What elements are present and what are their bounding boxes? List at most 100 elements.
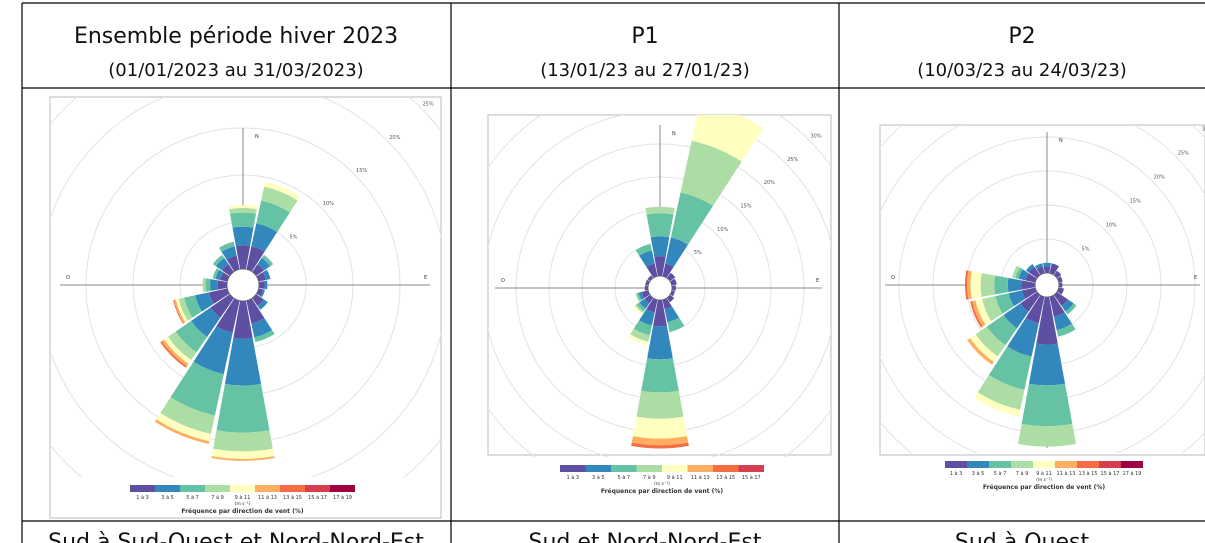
petal-segment: [1057, 287, 1065, 295]
legend-label: 15 à 17: [742, 474, 761, 481]
legend-label: 7 à 9: [643, 474, 656, 481]
petal-segment: [184, 295, 202, 318]
petal-segment: [638, 291, 645, 300]
petal-segment: [220, 272, 230, 282]
compass-label: N: [672, 131, 676, 137]
legend-label: 11 à 13: [258, 494, 277, 501]
legend-label: 13 à 15: [283, 494, 302, 501]
petal-segment: [1034, 263, 1044, 270]
petal-segment: [175, 320, 208, 353]
ring-label: 10%: [1106, 222, 1117, 228]
legend-label: 13 à 15: [716, 474, 735, 481]
petal-segment: [647, 325, 673, 360]
legend-label: 5 à 7: [617, 474, 630, 481]
column-title: Ensemble période hiver 2023: [74, 24, 398, 49]
petal-segment: [1056, 323, 1076, 337]
legend-label: 3 à 5: [161, 494, 174, 501]
petal-segment: [666, 272, 676, 282]
ring-label: 20%: [1154, 174, 1165, 180]
petal-segment: [229, 207, 257, 214]
legend-label: 5 à 7: [186, 494, 199, 501]
petal-segment: [211, 456, 275, 461]
petal-segment: [1058, 282, 1063, 288]
legend-title: Fréquence par direction de vent (%): [181, 508, 304, 515]
petal-segment: [164, 336, 192, 364]
ring-label: 5%: [1082, 246, 1090, 252]
petal-segment: [1017, 423, 1077, 447]
ring-label: 25%: [787, 157, 798, 163]
legend-label: 9 à 11: [1036, 470, 1052, 477]
ring-label: 10%: [323, 201, 334, 207]
legend-label: 1 à 3: [566, 474, 579, 481]
center-hole: [226, 268, 260, 302]
petal-segment: [1028, 266, 1041, 279]
legend-unit: (m s⁻¹): [235, 501, 251, 507]
petal-segment: [160, 397, 215, 434]
legend-swatch: [155, 485, 180, 492]
petal-segment: [980, 273, 996, 297]
petal-segment: [261, 254, 274, 267]
petal-segment: [161, 339, 189, 367]
petal-segment: [195, 292, 214, 312]
petal-segment: [633, 320, 652, 336]
petal-segment: [154, 419, 210, 444]
petal-segment: [662, 298, 672, 310]
legend-swatch: [255, 485, 280, 492]
legend-swatch: [1121, 461, 1143, 468]
ring-label: 25%: [1178, 150, 1189, 156]
ring-label: 10%: [717, 227, 728, 233]
petal-segment: [967, 270, 972, 300]
petal-segment: [264, 280, 268, 290]
petal-segment: [1025, 272, 1037, 283]
petal-segment: [964, 270, 969, 300]
petal-segment: [257, 257, 271, 271]
petal-segment: [650, 236, 670, 257]
petal-segment: [653, 299, 667, 327]
ring-label: 30%: [1202, 126, 1205, 132]
legend-label: 17 à 19: [333, 494, 352, 501]
petal-segment: [636, 292, 642, 301]
petal-segment: [1007, 277, 1022, 293]
legend-label: 11 à 13: [691, 474, 710, 481]
petal-segment: [229, 212, 257, 228]
petal-segment: [246, 298, 265, 324]
petal-segment: [970, 334, 998, 362]
legend-label: 1 à 3: [136, 494, 149, 501]
ring-label: 5%: [290, 234, 298, 240]
petal-segment: [1061, 299, 1074, 312]
petal-segment: [1003, 303, 1029, 329]
column-title: P1: [631, 24, 658, 49]
petal-segment: [264, 182, 301, 201]
petal-segment: [175, 298, 188, 323]
petal-segment: [251, 318, 273, 338]
petal-segment: [1025, 295, 1045, 324]
legend-swatch: [989, 461, 1011, 468]
legend-label: 7 à 9: [1016, 470, 1029, 477]
legend-swatch: [230, 485, 255, 492]
petal-segment: [222, 264, 234, 276]
petal-segment: [667, 317, 685, 332]
legend-title: Fréquence par direction de vent (%): [983, 484, 1106, 491]
petal-segment: [212, 254, 225, 267]
petal-segment: [174, 299, 186, 324]
ring-label: 25%: [422, 102, 433, 108]
wind-rose: 5%10%15%20%25%NESO: [50, 97, 441, 477]
legend-swatch: [280, 485, 305, 492]
legend-title: Fréquence par direction de vent (%): [601, 488, 724, 495]
petal-segment: [216, 383, 270, 433]
petal-segment: [967, 338, 994, 365]
petal-segment: [1043, 266, 1051, 274]
petal-segment: [246, 246, 265, 272]
petal-segment: [261, 186, 298, 213]
petal-segment: [252, 264, 264, 276]
petal-segment: [631, 442, 689, 449]
petal-segment: [635, 244, 652, 256]
dominant-wind: Sud et Nord-Nord-Est: [529, 530, 762, 543]
petal-segment: [170, 361, 224, 416]
petal-segment: [646, 213, 674, 238]
column-period: (10/03/23 au 24/03/23): [917, 60, 1127, 81]
petal-segment: [1036, 266, 1045, 275]
compass-label: E: [816, 278, 819, 284]
